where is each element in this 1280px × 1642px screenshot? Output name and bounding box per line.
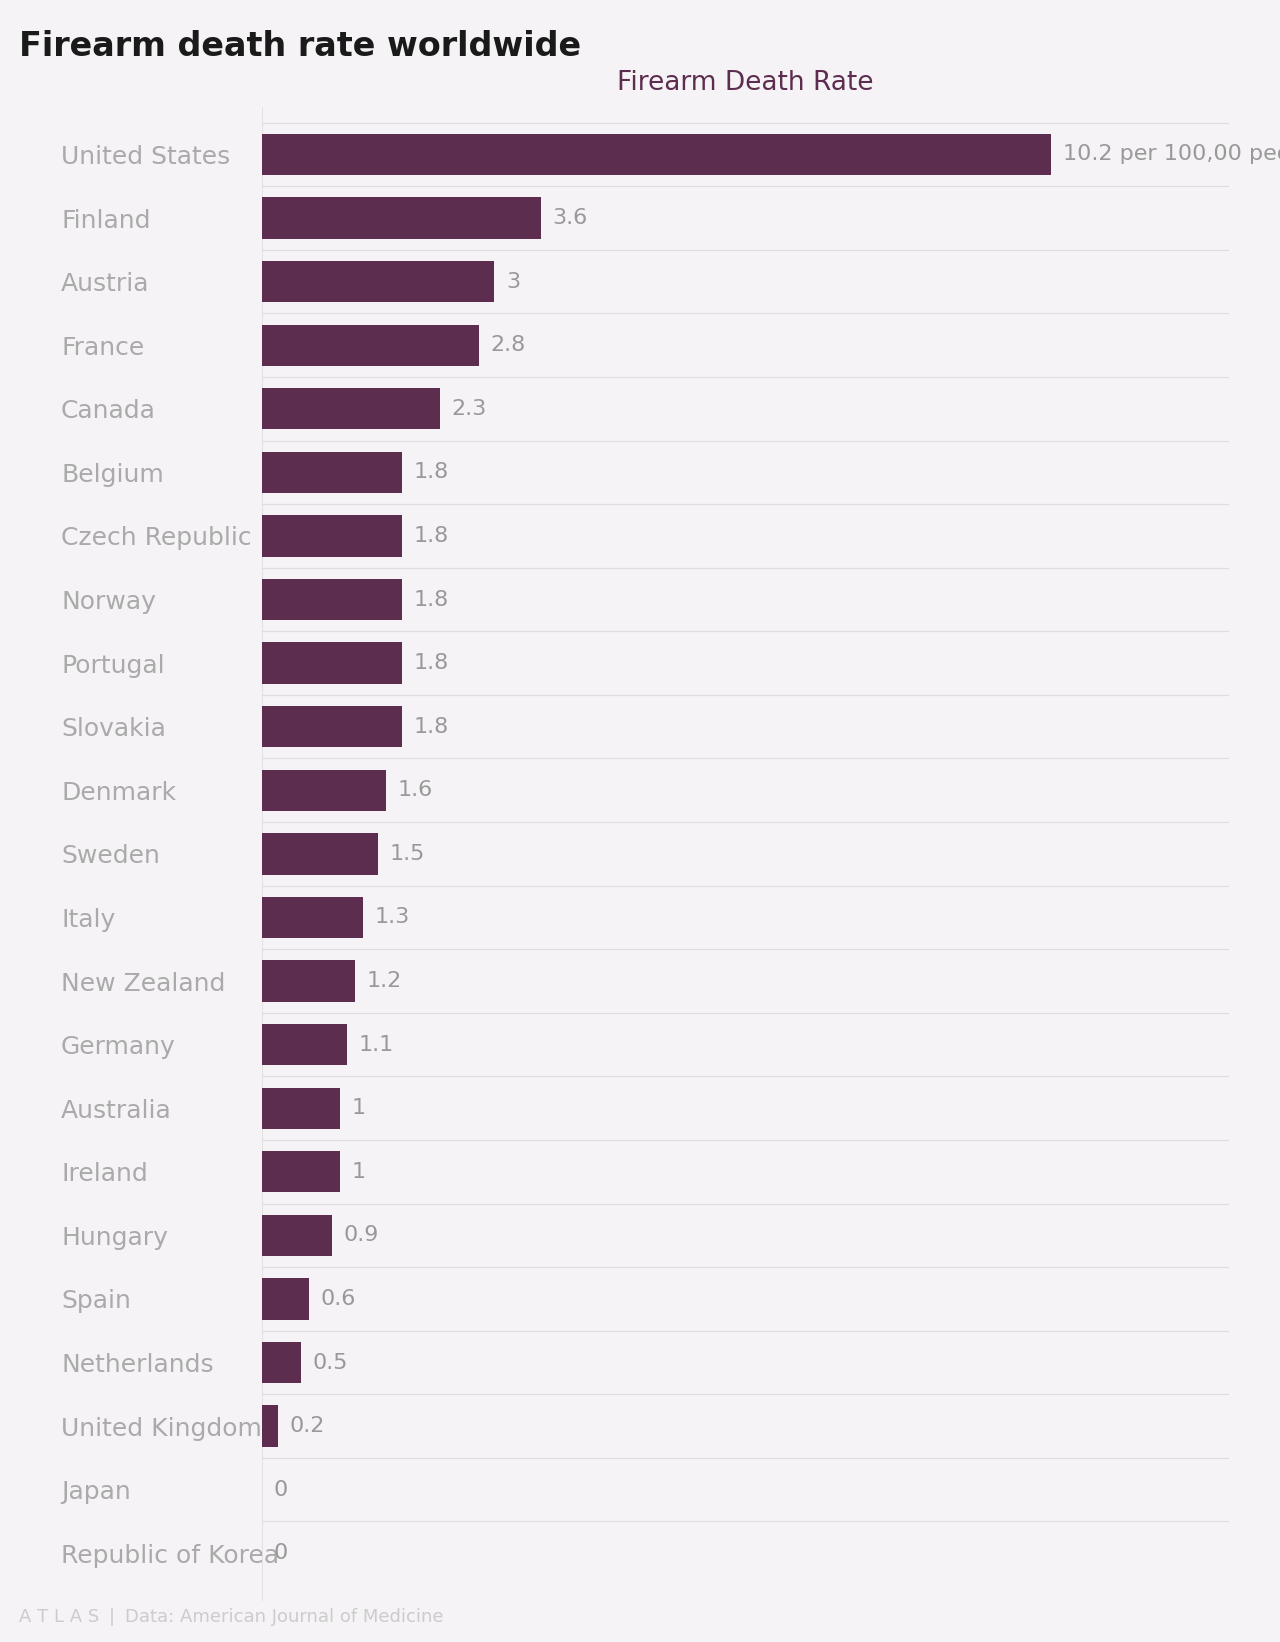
Title: Firearm Death Rate: Firearm Death Rate <box>617 71 874 97</box>
Bar <box>262 388 440 430</box>
Bar <box>262 1087 339 1128</box>
Bar <box>262 1406 278 1447</box>
Bar <box>262 580 402 621</box>
Text: A T L A S: A T L A S <box>19 1608 100 1626</box>
Text: 1: 1 <box>351 1098 365 1118</box>
Text: 10.2 per 100,00 people: 10.2 per 100,00 people <box>1062 144 1280 164</box>
Text: 1.2: 1.2 <box>367 970 402 992</box>
Bar <box>262 452 402 493</box>
Text: 0.5: 0.5 <box>312 1353 348 1373</box>
Text: 1.8: 1.8 <box>413 716 448 737</box>
Text: 0.2: 0.2 <box>289 1415 325 1437</box>
Text: Data: American Journal of Medicine: Data: American Journal of Medicine <box>125 1608 444 1626</box>
Text: 2.3: 2.3 <box>452 399 488 419</box>
Bar <box>262 961 355 1002</box>
Bar <box>262 1025 347 1066</box>
Text: Firearm death rate worldwide: Firearm death rate worldwide <box>19 30 581 62</box>
Bar <box>262 197 540 238</box>
Bar <box>262 1342 301 1383</box>
Bar <box>262 133 1051 176</box>
Text: 1.8: 1.8 <box>413 525 448 545</box>
Text: 3.6: 3.6 <box>553 209 588 228</box>
Bar <box>262 1151 339 1192</box>
Text: 1.8: 1.8 <box>413 589 448 609</box>
Bar <box>262 261 494 302</box>
Text: 0: 0 <box>274 1479 288 1499</box>
Text: 0.6: 0.6 <box>320 1289 356 1309</box>
Bar <box>262 770 387 811</box>
Bar <box>262 1277 308 1320</box>
Bar <box>262 325 479 366</box>
Text: 1.5: 1.5 <box>390 844 425 864</box>
Text: 2.8: 2.8 <box>490 335 526 355</box>
Text: 0: 0 <box>274 1543 288 1563</box>
Text: 0.9: 0.9 <box>343 1225 379 1245</box>
Text: 1.1: 1.1 <box>358 1034 394 1054</box>
Text: 1.3: 1.3 <box>375 908 410 928</box>
Bar <box>262 642 402 683</box>
Bar <box>262 832 379 875</box>
Bar <box>262 706 402 747</box>
Text: 1.6: 1.6 <box>398 780 433 800</box>
Text: |: | <box>109 1608 115 1626</box>
Bar <box>262 897 364 938</box>
Text: 1.8: 1.8 <box>413 654 448 673</box>
Text: 1.8: 1.8 <box>413 463 448 483</box>
Text: 3: 3 <box>506 271 520 292</box>
Text: 1: 1 <box>351 1163 365 1182</box>
Bar <box>262 1215 332 1256</box>
Bar <box>262 516 402 557</box>
